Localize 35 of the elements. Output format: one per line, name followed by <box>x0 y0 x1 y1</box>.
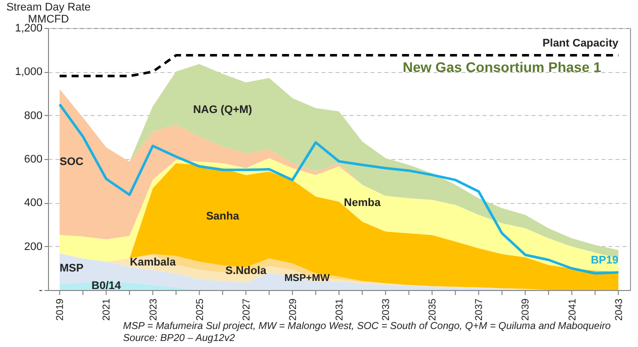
series-label: BP19 <box>590 254 618 266</box>
x-tick-label: 2021 <box>102 298 113 321</box>
text: MSP = Mafumeira Sul project, MW = Malongo West, SOC = South of Congo, Q+M = Quiluma and Maboqueiro <box>123 321 612 332</box>
x-tick-label: 2029 <box>288 298 299 321</box>
annotation: MSP+MW <box>284 273 330 284</box>
y-tick-label: 200 <box>24 240 42 253</box>
series-label: SOC <box>60 156 84 168</box>
x-tick-label: 2039 <box>520 298 532 321</box>
x-tick-label: 2035 <box>428 298 439 321</box>
y-tick-label: 1,200 <box>14 22 42 34</box>
series-label: Nemba <box>344 197 382 210</box>
source-note: Source: BP20 – Aug12v2 <box>123 333 236 344</box>
annotation: New Gas Consortium Phase 1 <box>402 59 602 75</box>
series-label: B0/14 <box>92 280 122 292</box>
x-tick-label: 2027 <box>241 298 252 321</box>
y-tick-label: 1,000 <box>14 66 42 78</box>
x-tick-label: 2043 <box>614 298 625 321</box>
y-tick-label: 600 <box>24 154 42 166</box>
series-label: Sanha <box>206 210 240 223</box>
y-tick-label: 400 <box>24 197 42 210</box>
x-tick-label: 2037 <box>474 298 486 321</box>
series-label: MSP <box>60 262 84 275</box>
series-label: Kambala <box>130 256 177 268</box>
y-tick-label: - <box>38 284 43 296</box>
x-tick-label: 2031 <box>334 298 346 321</box>
x-tick-label: 2041 <box>567 298 578 321</box>
x-tick-label: 2033 <box>381 298 392 321</box>
series-label: NAG (Q+M) <box>193 104 252 116</box>
line-series <box>58 103 620 275</box>
series-label: S.Ndola <box>225 265 268 278</box>
y-tick-label: 800 <box>24 110 42 122</box>
series-label: Plant Capacity <box>542 37 620 50</box>
x-tick-label: 2023 <box>148 298 160 321</box>
x-tick-label: 2019 <box>55 298 66 321</box>
x-tick-label: 2025 <box>194 298 206 321</box>
